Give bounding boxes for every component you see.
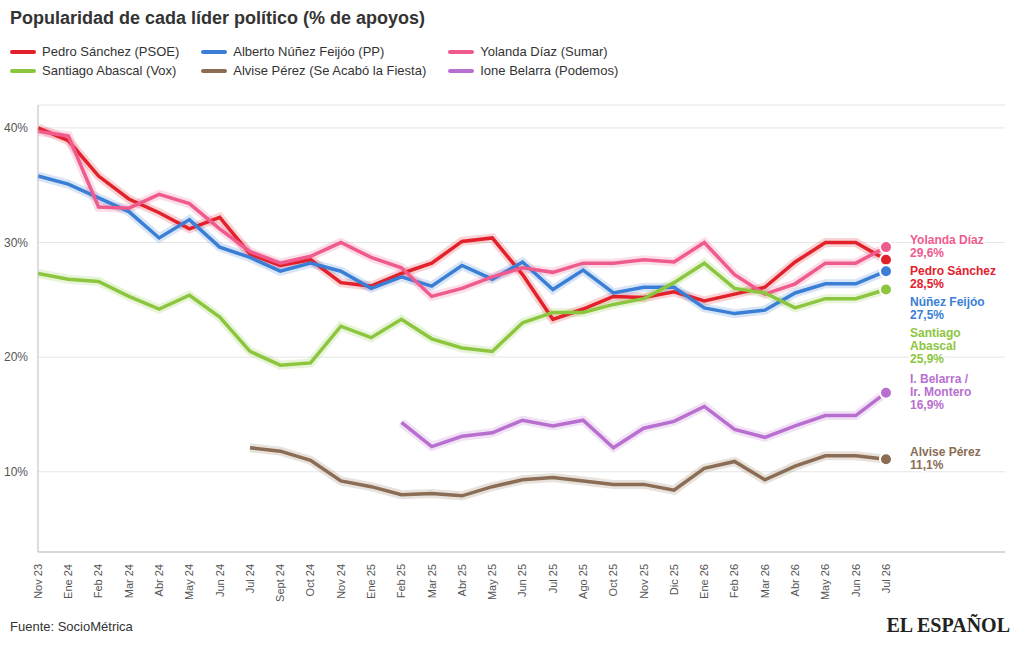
svg-text:Ene 24: Ene 24 — [62, 564, 74, 599]
svg-text:Mar 25: Mar 25 — [426, 564, 438, 598]
html-text:Alberto Núñez Feijóo (PP): Alberto Núñez Feijóo (PP) — [233, 44, 385, 59]
svg-text:May 24: May 24 — [183, 564, 195, 600]
svg-text:Dic 25: Dic 25 — [668, 564, 680, 595]
svg-text:Nov 25: Nov 25 — [638, 564, 650, 599]
svg-text:Abr 24: Abr 24 — [153, 564, 165, 596]
svg-text:Jul 25: Jul 25 — [547, 564, 559, 593]
svg-text:Mar 26: Mar 26 — [759, 564, 771, 598]
svg-text:10%: 10% — [4, 465, 28, 479]
svg-text:Núñez Feijóo27,5%: Núñez Feijóo27,5% — [910, 295, 985, 322]
svg-text:Oct 24: Oct 24 — [304, 564, 316, 596]
html-text:Fuente: SocioMétrica: Fuente: SocioMétrica — [10, 619, 133, 634]
html-text:EL ESPAÑOL: EL ESPAÑOL — [886, 614, 1010, 636]
svg-text:Oct 25: Oct 25 — [607, 564, 619, 596]
svg-text:Ago 25: Ago 25 — [577, 564, 589, 599]
svg-text:SantiagoAbascal25,9%: SantiagoAbascal25,9% — [910, 326, 961, 366]
svg-text:Yolanda Díaz29,6%: Yolanda Díaz29,6% — [910, 233, 984, 260]
svg-text:30%: 30% — [4, 236, 28, 250]
svg-text:Feb 24: Feb 24 — [92, 564, 104, 598]
html-text:Ione Belarra (Podemos): Ione Belarra (Podemos) — [480, 63, 619, 78]
svg-text:Abr 26: Abr 26 — [789, 564, 801, 596]
svg-text:I. Belarra /Ir. Montero16,9%: I. Belarra /Ir. Montero16,9% — [910, 372, 971, 412]
html-text:Alvise Pérez (Se Acabó la Fies: Alvise Pérez (Se Acabó la Fiesta) — [233, 63, 427, 78]
svg-text:Jun 24: Jun 24 — [214, 564, 226, 597]
svg-text:Jun 25: Jun 25 — [516, 564, 528, 597]
svg-text:Mar 24: Mar 24 — [123, 564, 135, 598]
svg-text:Ene 26: Ene 26 — [698, 564, 710, 599]
svg-text:Nov 23: Nov 23 — [32, 564, 44, 599]
html-text:Popularidad de cada líder polí: Popularidad de cada líder político (% de… — [10, 8, 426, 28]
svg-text:Sept 24: Sept 24 — [274, 564, 286, 602]
svg-text:Jul 26: Jul 26 — [880, 564, 892, 593]
svg-text:Feb 25: Feb 25 — [395, 564, 407, 598]
html-text:Santiago Abascal (Vox): Santiago Abascal (Vox) — [42, 63, 177, 78]
html-text:Yolanda Díaz (Sumar): Yolanda Díaz (Sumar) — [480, 44, 608, 59]
svg-text:Ene 25: Ene 25 — [365, 564, 377, 599]
svg-text:Jun 26: Jun 26 — [850, 564, 862, 597]
svg-text:Abr 25: Abr 25 — [456, 564, 468, 596]
svg-text:Nov 24: Nov 24 — [335, 564, 347, 599]
svg-text:Alvise Pérez11,1%: Alvise Pérez11,1% — [910, 445, 981, 472]
svg-text:May 26: May 26 — [819, 564, 831, 600]
svg-text:May 25: May 25 — [486, 564, 498, 600]
svg-text:20%: 20% — [4, 350, 28, 364]
html-text:Pedro Sánchez (PSOE): Pedro Sánchez (PSOE) — [42, 44, 180, 59]
svg-text:Pedro Sánchez28,5%: Pedro Sánchez28,5% — [910, 264, 996, 291]
svg-text:Jul 24: Jul 24 — [244, 564, 256, 593]
svg-text:40%: 40% — [4, 121, 28, 135]
svg-text:Feb 26: Feb 26 — [728, 564, 740, 598]
